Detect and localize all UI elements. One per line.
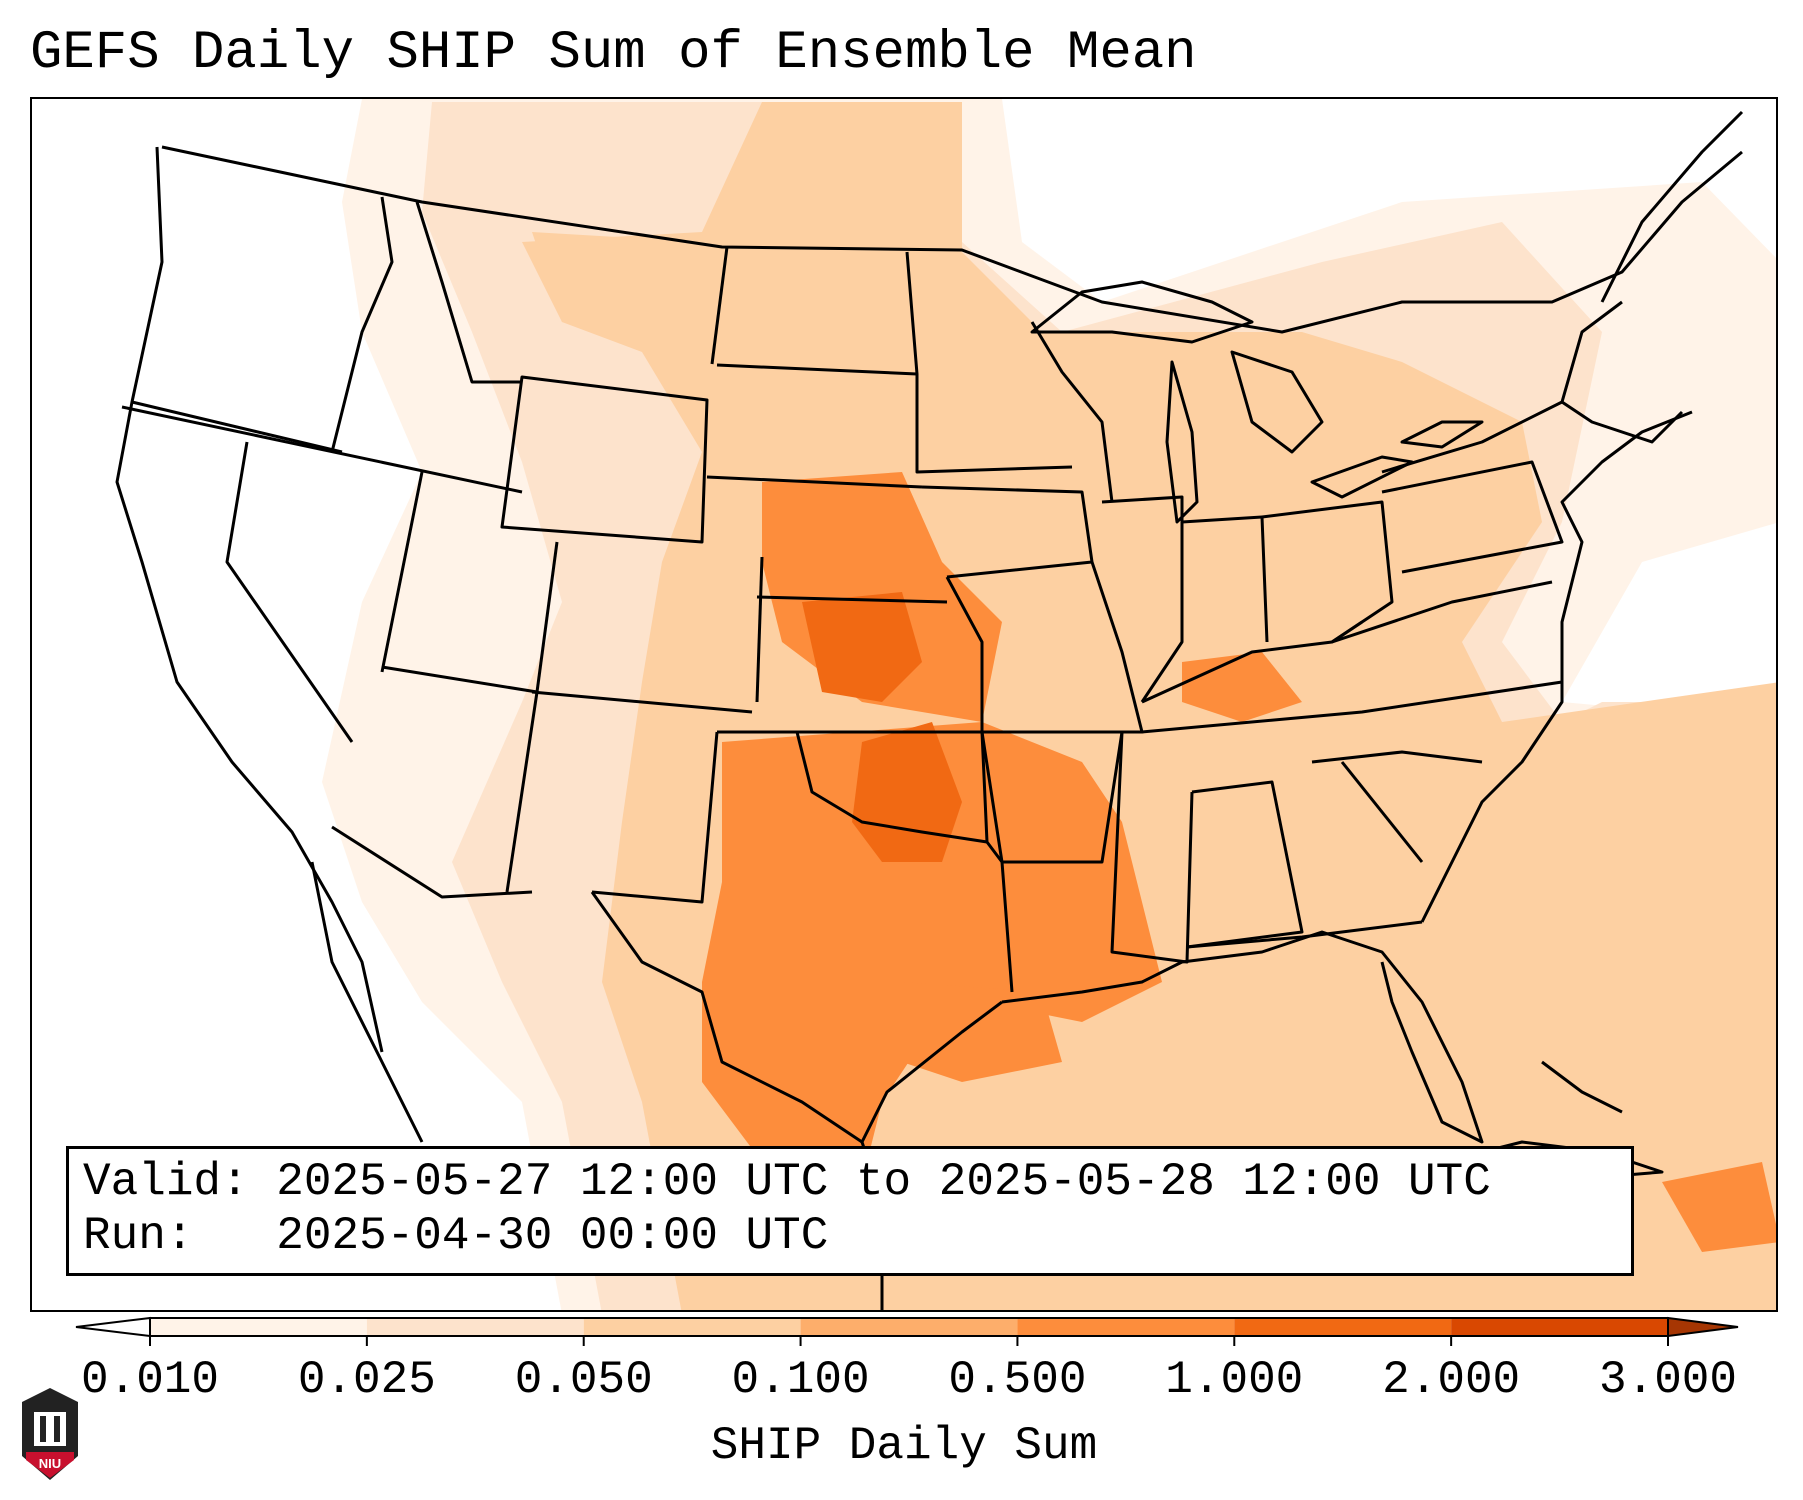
colorbar-label: SHIP Daily Sum bbox=[710, 1420, 1098, 1472]
border-id-mt bbox=[415, 201, 522, 384]
colorbar-tick-label: 3.000 bbox=[1598, 1354, 1738, 1406]
border-ia bbox=[921, 485, 1094, 579]
border-nv-ut bbox=[380, 471, 424, 673]
border-mt-dak bbox=[710, 246, 729, 365]
border-co-nm bbox=[531, 690, 753, 714]
border-ar bbox=[980, 731, 1124, 864]
border-pa bbox=[1381, 460, 1564, 574]
valid-run-info-box: Valid: 2025-05-27 12:00 UTC to 2025-05-2… bbox=[66, 1146, 1634, 1276]
shading-1.000-b bbox=[852, 722, 962, 862]
colorbar-tick-label: 2.000 bbox=[1382, 1354, 1521, 1406]
valid-value: 2025-05-27 12:00 UTC to 2025-05-28 12:00… bbox=[276, 1156, 1491, 1208]
border-tn bbox=[1141, 680, 1563, 734]
border-al-ga bbox=[1186, 780, 1304, 949]
border-nd-sd bbox=[716, 363, 918, 376]
shading-layer-1000 bbox=[802, 592, 962, 862]
border-wa-or bbox=[131, 400, 343, 454]
colorbar-segment bbox=[583, 1318, 801, 1336]
border-wy bbox=[500, 375, 709, 544]
colorbar-segment bbox=[800, 1318, 1018, 1336]
colorbar-segment bbox=[1017, 1318, 1235, 1336]
shading-0.500-e bbox=[1662, 1162, 1776, 1252]
colorbar-segment bbox=[150, 1318, 367, 1336]
border-ut-az bbox=[381, 665, 538, 694]
border-ms-al bbox=[1110, 731, 1194, 964]
border-co-ks bbox=[755, 556, 764, 703]
pacific-coast bbox=[115, 146, 384, 1053]
run-label: Run: bbox=[83, 1210, 194, 1262]
shading-0.100-b bbox=[532, 232, 722, 342]
valid-line: Valid: 2025-05-27 12:00 UTC to 2025-05-2… bbox=[83, 1155, 1617, 1209]
colorbar-tick-label: 0.500 bbox=[948, 1354, 1087, 1406]
border-wi-mi bbox=[1030, 321, 1114, 503]
atlantic-coast bbox=[1420, 410, 1693, 923]
colorbar-tick-label: 0.050 bbox=[514, 1354, 653, 1406]
border-sc-ga bbox=[1340, 761, 1424, 863]
border-nm-tx bbox=[591, 731, 719, 904]
border-nc-sc bbox=[1311, 750, 1483, 764]
border-canada-us bbox=[161, 145, 1743, 334]
border-az-mx bbox=[331, 825, 533, 899]
border-or-id bbox=[330, 196, 394, 453]
border-sd-ne bbox=[706, 475, 923, 489]
colorbar-over-extension bbox=[1667, 1316, 1739, 1338]
border-va-nc bbox=[1331, 580, 1553, 644]
canada-east-coast bbox=[1600, 110, 1744, 303]
valid-label: Valid: bbox=[83, 1156, 249, 1208]
colorbar-tick-label: 1.000 bbox=[1165, 1354, 1304, 1406]
colorbar-segment bbox=[1234, 1318, 1452, 1336]
border-ga-fl bbox=[1186, 920, 1423, 949]
niu-logo: NIU bbox=[22, 1388, 78, 1480]
border-il bbox=[1101, 495, 1184, 703]
bahamas bbox=[1541, 1060, 1623, 1114]
shading-0.500 bbox=[702, 722, 1162, 1182]
coastlines bbox=[310, 110, 1744, 1310]
map-canvas bbox=[115, 99, 1776, 1310]
border-tx-coast bbox=[590, 891, 1003, 1144]
colorbar-segment bbox=[1451, 1318, 1668, 1336]
state-borders bbox=[115, 145, 1743, 1144]
colorbar-under-extension bbox=[75, 1316, 151, 1338]
border-mo bbox=[945, 561, 1144, 734]
lake-ontario bbox=[1400, 420, 1484, 449]
border-ut-co bbox=[535, 541, 559, 693]
colorbar-tick-label: 0.025 bbox=[297, 1354, 436, 1406]
baja-coast bbox=[310, 861, 424, 1143]
border-mn bbox=[905, 251, 1073, 474]
colorbar-segment bbox=[366, 1318, 584, 1336]
run-value: 2025-04-30 00:00 UTC bbox=[276, 1210, 829, 1262]
colorbar-tick-label: 0.100 bbox=[731, 1354, 870, 1406]
lake-huron bbox=[1230, 350, 1324, 454]
logo-text: NIU bbox=[39, 1456, 61, 1471]
colorbar-tick-label: 0.010 bbox=[80, 1354, 220, 1406]
map-panel bbox=[30, 97, 1778, 1312]
border-az-nm bbox=[505, 691, 539, 893]
map-title: GEFS Daily SHIP Sum of Ensemble Mean bbox=[30, 23, 1197, 84]
lake-superior bbox=[1030, 280, 1254, 344]
colorbar bbox=[75, 1316, 1739, 1346]
shading-1.000 bbox=[802, 592, 922, 702]
run-line: Run: 2025-04-30 00:00 UTC bbox=[83, 1209, 1617, 1263]
gulf-coast bbox=[1001, 930, 1484, 1144]
border-ne-ks bbox=[756, 595, 948, 604]
border-or-ca-nv bbox=[121, 405, 523, 494]
border-ca-nv bbox=[225, 441, 354, 743]
colorbar-outline bbox=[149, 1317, 1669, 1337]
border-oh bbox=[1261, 500, 1394, 644]
lake-michigan bbox=[1165, 360, 1199, 524]
lake-erie bbox=[1310, 455, 1414, 499]
shading-0.500-d bbox=[902, 982, 1062, 1082]
border-ne bbox=[1561, 400, 1684, 444]
